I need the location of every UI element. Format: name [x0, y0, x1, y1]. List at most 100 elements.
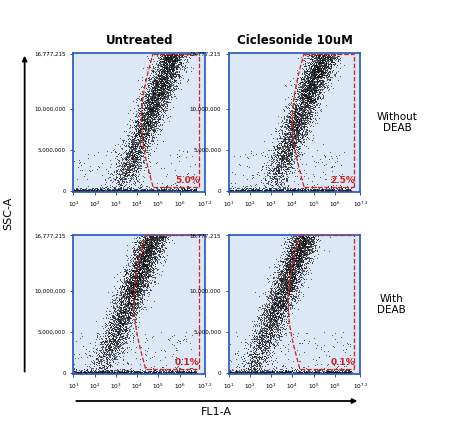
Point	[307, 237, 314, 244]
Point	[119, 330, 127, 336]
Point	[252, 369, 259, 376]
Point	[337, 65, 344, 72]
Point	[316, 65, 323, 72]
Point	[315, 63, 322, 70]
Point	[233, 368, 240, 375]
Point	[328, 152, 335, 159]
Point	[300, 250, 308, 257]
Point	[119, 319, 127, 326]
Point	[122, 276, 130, 283]
Point	[296, 102, 304, 108]
Point	[143, 274, 150, 280]
Point	[146, 97, 154, 104]
Point	[112, 163, 120, 170]
Point	[176, 368, 183, 375]
Point	[155, 114, 162, 121]
Point	[133, 291, 140, 297]
Point	[98, 172, 106, 179]
Point	[120, 171, 128, 178]
Point	[344, 366, 352, 373]
Point	[144, 115, 151, 122]
Point	[134, 265, 141, 272]
Point	[155, 114, 162, 121]
Point	[141, 369, 148, 376]
Point	[138, 269, 146, 275]
Point	[272, 176, 279, 183]
Point	[155, 104, 163, 111]
Point	[325, 51, 333, 58]
Point	[318, 76, 326, 83]
Point	[292, 244, 300, 251]
Point	[266, 312, 274, 319]
Point	[300, 104, 307, 110]
Point	[310, 69, 318, 76]
Point	[315, 369, 323, 376]
Point	[155, 249, 163, 255]
Point	[119, 303, 127, 310]
Point	[157, 187, 164, 194]
Point	[190, 187, 198, 193]
Point	[149, 134, 156, 140]
Point	[138, 268, 146, 275]
Point	[251, 350, 259, 357]
Point	[252, 369, 260, 376]
Point	[346, 187, 353, 194]
Point	[266, 166, 273, 173]
Point	[310, 83, 317, 90]
Point	[126, 185, 133, 192]
Point	[93, 187, 101, 193]
Point	[303, 88, 310, 94]
Point	[148, 102, 155, 109]
Point	[93, 187, 100, 194]
Point	[122, 369, 129, 376]
Point	[254, 369, 261, 376]
Point	[267, 295, 275, 302]
Point	[280, 122, 287, 129]
Point	[164, 72, 172, 79]
Point	[277, 301, 284, 308]
Point	[170, 52, 177, 59]
Point	[147, 108, 155, 115]
Point	[168, 60, 176, 66]
Point	[284, 258, 292, 265]
Point	[80, 186, 88, 192]
Point	[141, 369, 148, 376]
Point	[128, 166, 136, 173]
Point	[145, 93, 152, 99]
Point	[98, 354, 106, 360]
Point	[266, 320, 274, 327]
Point	[169, 351, 176, 357]
Point	[290, 261, 298, 267]
Point	[262, 187, 270, 194]
Point	[146, 277, 154, 283]
Point	[144, 272, 152, 278]
Point	[298, 232, 306, 239]
Point	[336, 187, 344, 194]
Point	[128, 143, 136, 150]
Point	[134, 272, 142, 279]
Point	[184, 369, 192, 376]
Point	[150, 104, 158, 111]
Point	[287, 244, 294, 251]
Point	[262, 317, 270, 324]
Point	[145, 236, 153, 243]
Point	[113, 307, 120, 314]
Point	[262, 291, 269, 297]
Point	[292, 113, 299, 119]
Point	[300, 242, 308, 249]
Point	[164, 52, 172, 59]
Point	[291, 282, 299, 289]
Point	[143, 263, 150, 270]
Point	[260, 187, 268, 194]
Point	[301, 242, 308, 248]
Point	[253, 369, 261, 376]
Point	[157, 91, 164, 98]
Point	[279, 186, 287, 193]
Point	[285, 286, 292, 293]
Point	[338, 187, 346, 194]
Point	[123, 293, 130, 300]
Point	[132, 308, 139, 315]
Point	[243, 368, 250, 375]
Point	[303, 86, 310, 93]
Point	[264, 187, 272, 194]
